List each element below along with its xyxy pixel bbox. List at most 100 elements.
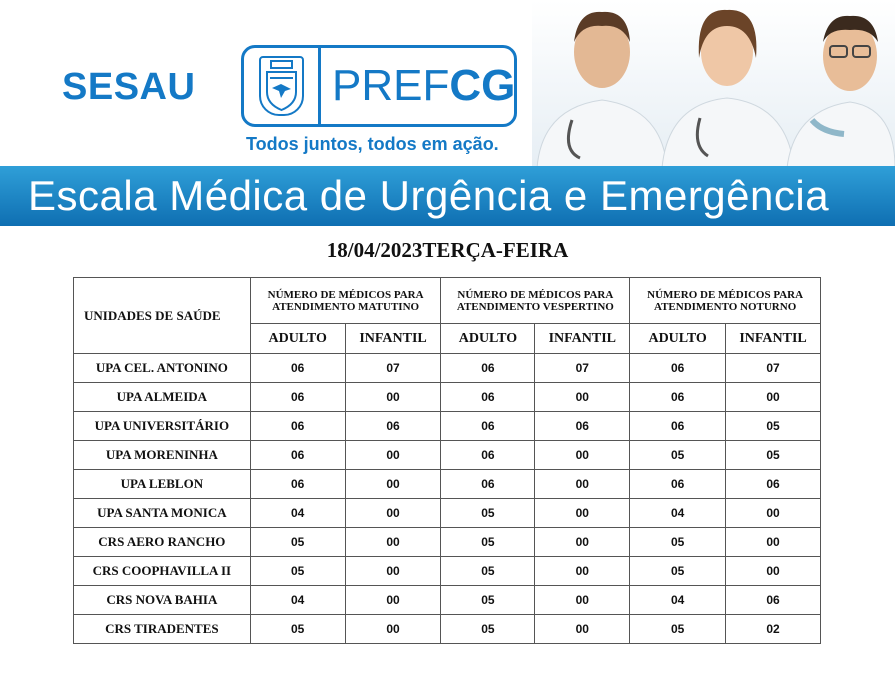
cell-value: 00 [534,469,631,499]
cell-value: 05 [629,527,727,557]
unit-name: UPA CEL. ANTONINO [73,353,251,383]
sub-header-infantil: INFANTIL [534,323,631,354]
sesau-logo-text: SESAU [62,66,196,108]
cell-value: 04 [249,585,346,615]
table-row: CRS NOVA BAHIA 04 00 05 00 04 06 [73,585,821,615]
cell-value: 06 [440,440,536,470]
cell-value: 05 [725,411,821,441]
cell-value: 04 [629,498,727,528]
cell-value: 05 [249,614,346,644]
cell-value: 00 [534,382,631,412]
banner-title: Escala Médica de Urgência e Emergência [28,172,830,219]
cell-value: 05 [249,527,346,557]
cell-value: 00 [725,498,821,528]
cell-value: 07 [344,353,442,383]
cell-value: 05 [629,614,727,644]
cell-value: 06 [534,411,631,441]
date-line: 18/04/2023TERÇA-FEIRA [326,238,569,262]
unit-name: UPA UNIVERSITÁRIO [73,411,251,441]
cell-value: 00 [725,382,821,412]
cell-value: 00 [534,556,631,586]
cell-value: 06 [629,353,727,383]
cell-value: 00 [344,469,442,499]
cell-value: 06 [249,411,346,441]
cell-value: 06 [440,411,536,441]
unit-name: UPA SANTA MONICA [73,498,251,528]
cell-value: 02 [725,614,821,644]
group-header-noturno: NÚMERO DE MÉDICOS PARA ATENDIMENTO NOTUR… [629,277,821,324]
unit-name: UPA MORENINHA [73,440,251,470]
table-row: CRS TIRADENTES 05 00 05 00 05 02 [73,614,821,644]
cell-value: 00 [344,382,442,412]
cell-value: 00 [725,556,821,586]
cell-value: 00 [344,614,442,644]
unit-name: CRS TIRADENTES [73,614,251,644]
cell-value: 04 [629,585,727,615]
cell-value: 00 [534,527,631,557]
cell-value: 00 [534,585,631,615]
cell-value: 06 [440,469,536,499]
cell-value: 04 [249,498,346,528]
cell-value: 07 [725,353,821,383]
group-header-matutino: NÚMERO DE MÉDICOS PARA ATENDIMENTO MATUT… [249,277,442,324]
table-row: UPA UNIVERSITÁRIO 06 06 06 06 06 05 [73,411,821,441]
table-row: UPA MORENINHA 06 00 06 00 05 05 [73,440,821,470]
cell-value: 06 [440,353,536,383]
cell-value: 06 [725,585,821,615]
cell-value: 06 [249,469,346,499]
cell-value: 00 [534,440,631,470]
cell-value: 06 [249,382,346,412]
cell-value: 05 [440,585,536,615]
cell-value: 06 [629,469,727,499]
cell-value: 00 [344,585,442,615]
cell-value: 05 [249,556,346,586]
cell-value: 06 [440,382,536,412]
cell-value: 06 [249,353,346,383]
cell-value: 06 [249,440,346,470]
cell-value: 05 [440,527,536,557]
unit-name: CRS COOPHAVILLA II [73,556,251,586]
title-banner [0,166,895,226]
unit-name: CRS AERO RANCHO [73,527,251,557]
slogan: Todos juntos, todos em ação. [246,134,499,154]
cell-value: 05 [725,440,821,470]
sub-header-infantil: INFANTIL [344,323,442,354]
table-row: UPA CEL. ANTONINO 06 07 06 07 06 07 [73,353,821,383]
cell-value: 00 [344,498,442,528]
cell-value: 05 [629,556,727,586]
cell-value: 07 [534,353,631,383]
cell-value: 05 [440,498,536,528]
sub-header-adulto: ADULTO [440,323,536,354]
group-header-vespertino: NÚMERO DE MÉDICOS PARA ATENDIMENTO VESPE… [440,277,631,324]
logo-divider [318,48,321,124]
cell-value: 05 [440,614,536,644]
header: SESAU PREFCG Todos juntos, todos em ação… [0,0,895,226]
cell-value: 00 [344,556,442,586]
prefcg-logo: PREFCG [241,45,517,127]
unit-column-header: UNIDADES DE SAÚDE [73,277,251,354]
cell-value: 06 [629,382,727,412]
table-row: CRS COOPHAVILLA II 05 00 05 00 05 00 [73,556,821,586]
cell-value: 06 [344,411,442,441]
unit-name: UPA LEBLON [73,469,251,499]
table-row: UPA SANTA MONICA 04 00 05 00 04 00 [73,498,821,528]
table-row: CRS AERO RANCHO 05 00 05 00 05 00 [73,527,821,557]
cell-value: 05 [629,440,727,470]
table-row: UPA LEBLON 06 00 06 00 06 06 [73,469,821,499]
cell-value: 00 [344,527,442,557]
schedule-table: UNIDADES DE SAÚDE NÚMERO DE MÉDICOS PARA… [73,277,821,644]
cell-value: 06 [725,469,821,499]
unit-name: CRS NOVA BAHIA [73,585,251,615]
table-row: UPA ALMEIDA 06 00 06 00 06 00 [73,382,821,412]
sub-header-adulto: ADULTO [249,323,346,354]
prefcg-text: PREFCG [332,61,516,110]
sub-header-adulto: ADULTO [629,323,727,354]
cell-value: 05 [440,556,536,586]
cell-value: 00 [534,498,631,528]
sub-header-infantil: INFANTIL [725,323,821,354]
cell-value: 06 [629,411,727,441]
unit-name: UPA ALMEIDA [73,382,251,412]
cell-value: 00 [725,527,821,557]
city-crest-icon [259,56,304,116]
cell-value: 00 [534,614,631,644]
